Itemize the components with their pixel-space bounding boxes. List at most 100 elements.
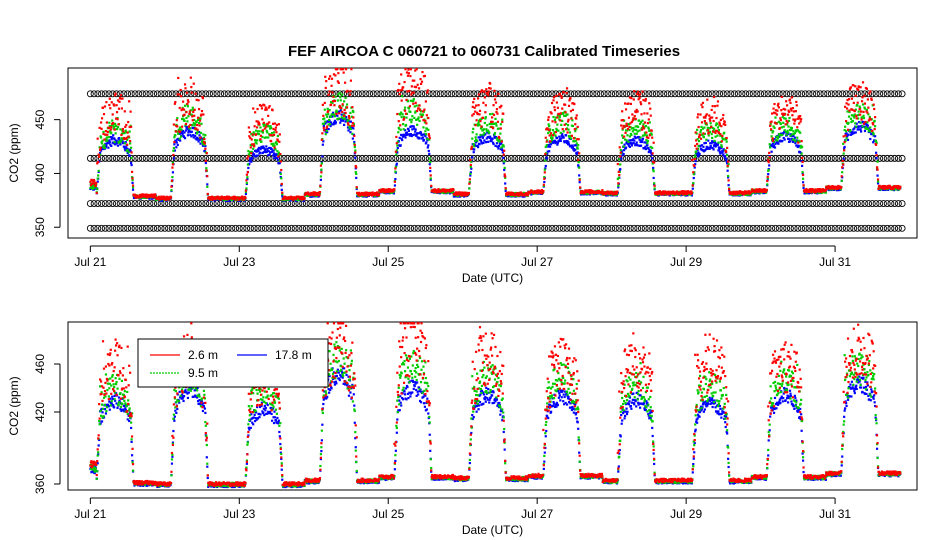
data-point [110,101,113,104]
data-point [264,149,267,152]
data-point [188,110,191,113]
calibration-point [734,224,742,232]
data-point [481,136,485,139]
calibration-point [530,200,537,208]
data-point [99,146,102,149]
calibration-point [898,200,906,208]
calibration-point [846,154,854,162]
calibration-point [433,224,441,232]
calibration-point [816,224,824,232]
calibration-point [414,90,422,98]
calibration-point [757,200,765,208]
data-point [271,154,275,157]
data-point [108,139,111,142]
data-point [351,121,354,125]
calibration-point [377,90,385,98]
data-point [405,116,408,119]
plot-frame [67,67,918,239]
calibration-point [306,200,314,208]
calibration-point [250,200,258,208]
calibration-point [753,224,761,232]
data-point [418,137,421,140]
calibration-point [656,224,664,232]
calibration-point [835,154,843,162]
data-point [326,115,329,118]
calibration-point [362,224,370,232]
data-point [430,184,433,187]
calibration-point [105,200,113,208]
data-point [170,185,173,188]
calibration-point [105,154,113,162]
data-point [333,115,337,118]
data-point [355,186,358,189]
calibration-point [582,200,590,208]
calibration-point [261,154,269,162]
calibration-point [433,200,441,208]
data-point [263,150,266,154]
data-point [647,127,650,130]
calibration-point [444,90,452,98]
data-point [174,100,177,104]
data-point [785,133,788,136]
calibration-point [678,200,686,208]
calibration-point [377,200,385,208]
calibration-point [775,224,783,232]
data-point [554,140,558,144]
data-point [292,198,295,201]
data-point [543,180,546,184]
data-point [321,103,324,107]
calibration-point [600,200,608,208]
data-point [401,138,404,142]
data-point [277,123,280,126]
data-point [571,124,574,128]
calibration-point [705,200,712,208]
data-point [255,139,259,142]
data-point [859,121,862,124]
data-point [191,124,194,127]
calibration-point [407,90,415,98]
data-point [195,120,198,123]
data-point [171,171,175,174]
calibration-point [887,90,895,98]
calibration-point [891,224,899,232]
calibration-point [846,200,854,208]
data-point [269,151,272,154]
calibration-point [552,200,560,208]
calibration-point [585,200,593,208]
data-point [321,132,324,135]
calibration-point [868,154,876,162]
calibration-point [220,224,228,232]
data-point [115,127,119,131]
data-point [173,149,176,152]
calibration-point [511,224,519,232]
calibration-point [179,224,187,232]
calibration-point [604,224,612,232]
calibration-point [422,224,429,232]
calibration-point [310,90,318,98]
data-point [501,118,504,121]
data-point [265,145,268,148]
calibration-point [738,200,746,208]
calibration-point [161,154,169,162]
data-point [105,121,109,124]
data-point [198,138,202,141]
calibration-point [779,200,787,208]
calibration-point [853,200,861,208]
x-axis: Jul 21 Jul 23 Jul 25 Jul 27 Jul 29 Jul 31Date… [74,245,851,285]
data-point [334,95,337,98]
calibration-point [161,90,169,98]
calibration-point [786,90,794,98]
calibration-point [623,90,631,98]
data-point [401,88,404,91]
calibration-point [194,200,202,208]
calibration-point [809,90,817,98]
data-point [723,131,726,134]
data-point [202,133,205,136]
data-point [394,150,397,153]
calibration-point [615,90,623,98]
calibration-point [891,90,899,98]
data-point [119,94,123,97]
calibration-point [645,224,653,232]
calibration-point [578,154,586,162]
calibration-point [444,224,452,232]
